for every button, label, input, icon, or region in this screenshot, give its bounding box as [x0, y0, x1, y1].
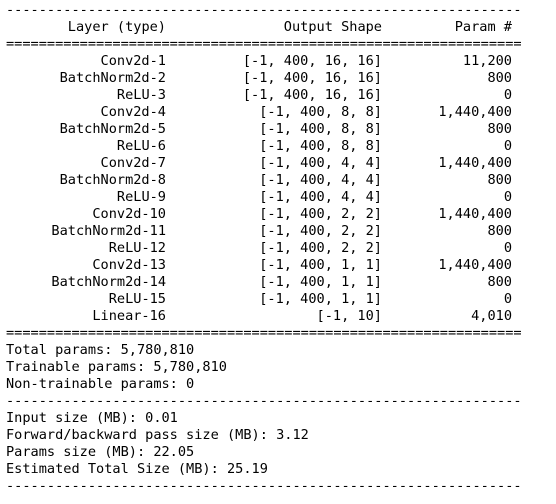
output-shape: [-1, 400, 16, 16] — [242, 53, 382, 69]
layer-name: Linear-16 — [92, 308, 166, 324]
equals-rule-footer: ========================================… — [6, 325, 522, 341]
output-shape: [-1, 400, 16, 16] — [242, 70, 382, 86]
param-count: 1,440,400 — [438, 155, 512, 171]
output-shape: [-1, 400, 2, 2] — [259, 240, 382, 256]
equals-rule-header: ========================================… — [6, 36, 522, 52]
model-summary: ----------------------------------------… — [6, 2, 522, 495]
table-row: ReLU-12 [-1, 400, 2, 2] 0 — [6, 240, 522, 257]
non-trainable-params: Non-trainable params: 0 — [6, 376, 195, 392]
output-shape: [-1, 400, 8, 8] — [259, 121, 382, 137]
table-row: BatchNorm2d-2 [-1, 400, 16, 16] 800 — [6, 70, 522, 87]
param-count: 800 — [487, 70, 512, 86]
column-header-param-count: Param # — [454, 19, 512, 35]
output-shape: [-1, 400, 8, 8] — [259, 104, 382, 120]
layer-name: BatchNorm2d-8 — [59, 172, 166, 188]
output-shape: [-1, 400, 4, 4] — [259, 172, 382, 188]
param-count: 800 — [487, 274, 512, 290]
table-row: ReLU-15 [-1, 400, 1, 1] 0 — [6, 291, 522, 308]
layer-name: Conv2d-10 — [92, 206, 166, 222]
param-count: 800 — [487, 172, 512, 188]
table-row: Conv2d-13 [-1, 400, 1, 1] 1,440,400 — [6, 257, 522, 274]
param-count: 800 — [487, 121, 512, 137]
param-count: 1,440,400 — [438, 257, 512, 273]
table-row: ReLU-3 [-1, 400, 16, 16] 0 — [6, 87, 522, 104]
output-shape: [-1, 10] — [316, 308, 382, 324]
table-row: BatchNorm2d-8 [-1, 400, 4, 4] 800 — [6, 172, 522, 189]
param-count: 1,440,400 — [438, 206, 512, 222]
table-row: Conv2d-1 [-1, 400, 16, 16] 11,200 — [6, 53, 522, 70]
table-row: BatchNorm2d-14 [-1, 400, 1, 1] 800 — [6, 274, 522, 291]
layer-table-body: Conv2d-1 [-1, 400, 16, 16] 11,200 BatchNorm… — [6, 53, 522, 325]
layer-name: ReLU-6 — [116, 138, 166, 154]
param-count: 800 — [487, 223, 512, 239]
param-count: 0 — [503, 291, 512, 307]
param-count: 0 — [503, 138, 512, 154]
layer-name: Conv2d-1 — [100, 53, 166, 69]
layer-name: ReLU-12 — [108, 240, 166, 256]
output-shape: [-1, 400, 2, 2] — [259, 206, 382, 222]
input-size: Input size (MB): 0.01 — [6, 410, 178, 426]
output-shape: [-1, 400, 16, 16] — [242, 87, 382, 103]
layer-name: Conv2d-4 — [100, 104, 166, 120]
output-shape: [-1, 400, 8, 8] — [259, 138, 382, 154]
param-count: 4,010 — [471, 308, 512, 324]
table-row: ReLU-6 [-1, 400, 8, 8] 0 — [6, 138, 522, 155]
table-row: Conv2d-7 [-1, 400, 4, 4] 1,440,400 — [6, 155, 522, 172]
layer-name: Conv2d-13 — [92, 257, 166, 273]
table-row: Conv2d-10 [-1, 400, 2, 2] 1,440,400 — [6, 206, 522, 223]
layer-name: BatchNorm2d-11 — [51, 223, 166, 239]
trainable-params: Trainable params: 5,780,810 — [6, 359, 227, 375]
layer-name: ReLU-15 — [108, 291, 166, 307]
dash-rule-bottom: ----------------------------------------… — [6, 478, 522, 494]
param-count: 0 — [503, 189, 512, 205]
output-shape: [-1, 400, 2, 2] — [259, 223, 382, 239]
output-shape: [-1, 400, 1, 1] — [259, 291, 382, 307]
layer-name: ReLU-3 — [116, 87, 166, 103]
output-shape: [-1, 400, 1, 1] — [259, 257, 382, 273]
output-shape: [-1, 400, 4, 4] — [259, 189, 382, 205]
param-count: 11,200 — [462, 53, 512, 69]
output-shape: [-1, 400, 1, 1] — [259, 274, 382, 290]
forward-backward-size: Forward/backward pass size (MB): 3.12 — [6, 427, 309, 443]
param-count: 1,440,400 — [438, 104, 512, 120]
total-params: Total params: 5,780,810 — [6, 342, 195, 358]
dash-rule-middle: ----------------------------------------… — [6, 393, 522, 409]
output-shape: [-1, 400, 4, 4] — [259, 155, 382, 171]
params-size: Params size (MB): 22.05 — [6, 444, 195, 460]
layer-name: ReLU-9 — [116, 189, 166, 205]
table-row: ReLU-9 [-1, 400, 4, 4] 0 — [6, 189, 522, 206]
column-header-layer: Layer (type) — [67, 19, 166, 35]
layer-name: Conv2d-7 — [100, 155, 166, 171]
table-row: BatchNorm2d-11 [-1, 400, 2, 2] 800 — [6, 223, 522, 240]
layer-name: BatchNorm2d-5 — [59, 121, 166, 137]
param-count: 0 — [503, 87, 512, 103]
layer-name: BatchNorm2d-2 — [59, 70, 166, 86]
table-row: Conv2d-4 [-1, 400, 8, 8] 1,440,400 — [6, 104, 522, 121]
table-header: Layer (type) Output Shape Param # — [6, 19, 522, 36]
column-header-output-shape: Output Shape — [283, 19, 382, 35]
table-row: Linear-16 [-1, 10] 4,010 — [6, 308, 522, 325]
param-count: 0 — [503, 240, 512, 256]
layer-name: BatchNorm2d-14 — [51, 274, 166, 290]
table-row: BatchNorm2d-5 [-1, 400, 8, 8] 800 — [6, 121, 522, 138]
estimated-total-size: Estimated Total Size (MB): 25.19 — [6, 461, 268, 477]
dash-rule-top: ----------------------------------------… — [6, 2, 522, 18]
